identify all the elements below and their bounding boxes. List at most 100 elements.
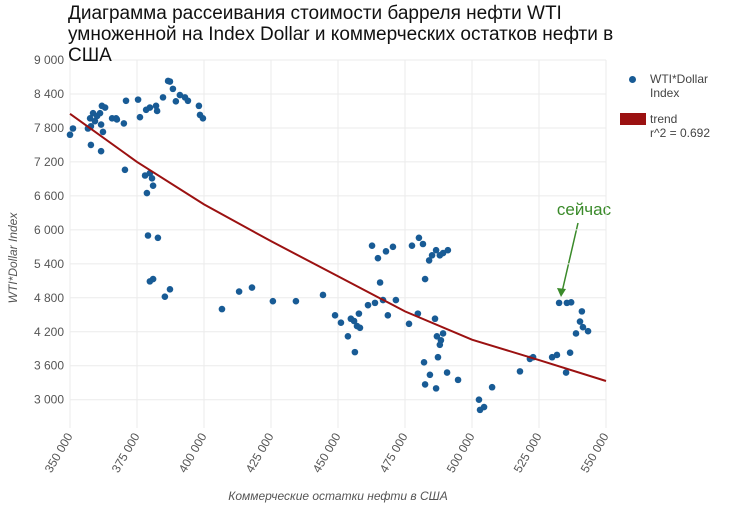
point (176, 91, 184, 99)
point (384, 312, 392, 319)
point (143, 189, 151, 197)
point (572, 330, 580, 337)
point (166, 285, 174, 293)
point (584, 327, 592, 335)
point (120, 120, 128, 127)
point (161, 293, 169, 300)
point (576, 318, 584, 325)
point (415, 234, 423, 242)
point (392, 296, 400, 304)
point (434, 353, 442, 361)
legend-subtext: r^2 = 0.692 (650, 126, 711, 140)
point (101, 104, 109, 111)
point (292, 297, 300, 305)
point (374, 254, 382, 262)
y-tick-label: 9 000 (34, 53, 64, 67)
point (159, 94, 167, 101)
point (439, 249, 447, 257)
point (344, 332, 352, 340)
point (579, 323, 587, 331)
point (439, 330, 447, 337)
point (199, 115, 207, 122)
point (97, 147, 105, 155)
point (405, 320, 413, 328)
point (195, 102, 203, 110)
point (148, 175, 156, 182)
point (578, 308, 586, 315)
x-axis-label: Коммерческие остатки нефти в США (228, 489, 447, 503)
y-tick-label: 8 400 (34, 87, 64, 101)
point (184, 97, 192, 105)
y-tick-label: 4 800 (34, 291, 64, 305)
point (454, 376, 462, 384)
point (420, 359, 428, 366)
point (169, 85, 177, 93)
point (419, 240, 427, 248)
point (66, 131, 74, 139)
x-tick-label: 350 000 (42, 430, 76, 475)
x-tick-label: 475 000 (377, 430, 411, 475)
legend-swatch (629, 76, 636, 83)
y-tick-label: 3 000 (34, 393, 64, 407)
point (331, 312, 339, 319)
point (96, 109, 104, 117)
point (516, 368, 524, 375)
point (152, 102, 160, 110)
y-tick-label: 6 600 (34, 189, 64, 203)
point (480, 403, 488, 411)
point (371, 299, 379, 307)
point (218, 305, 226, 313)
point (154, 234, 162, 242)
annotation-arrow (561, 222, 579, 293)
point (553, 351, 561, 359)
x-tick-label: 450 000 (310, 430, 344, 475)
point (382, 248, 390, 255)
point (443, 369, 451, 376)
x-tick-label: 425 000 (243, 430, 277, 475)
point (91, 117, 99, 125)
annotation: сейчас (557, 200, 612, 219)
point (149, 182, 157, 189)
point (408, 242, 416, 249)
point (248, 284, 256, 291)
point (337, 319, 345, 326)
point (555, 299, 563, 307)
point (99, 128, 107, 136)
point (166, 78, 174, 85)
legend-label: trend (650, 112, 678, 126)
point (475, 396, 483, 403)
point (376, 279, 384, 286)
point (134, 96, 142, 103)
x-tick-label: 525 000 (511, 430, 545, 475)
y-tick-label: 4 200 (34, 325, 64, 339)
point (351, 348, 359, 356)
point (235, 288, 243, 295)
point (368, 242, 376, 249)
point (432, 246, 440, 254)
point (153, 107, 161, 115)
point (567, 299, 575, 306)
point (319, 291, 327, 299)
point (350, 317, 358, 325)
point (146, 104, 154, 111)
y-tick-label: 5 400 (34, 257, 64, 271)
point (562, 369, 570, 376)
point (428, 252, 436, 259)
point (488, 383, 496, 391)
arrow-head (557, 288, 566, 297)
point (566, 349, 574, 357)
y-tick-label: 7 200 (34, 155, 64, 169)
point (87, 141, 95, 149)
point (86, 115, 94, 122)
point (172, 98, 180, 105)
y-tick-label: 7 800 (34, 121, 64, 135)
legend-label: WTI*Dollar Index (650, 72, 709, 100)
y-tick-label: 3 600 (34, 359, 64, 373)
point (444, 246, 452, 254)
x-tick-label: 500 000 (444, 430, 478, 475)
x-tick-label: 400 000 (176, 430, 210, 475)
point (122, 97, 130, 105)
point (421, 381, 429, 388)
point (389, 243, 397, 251)
